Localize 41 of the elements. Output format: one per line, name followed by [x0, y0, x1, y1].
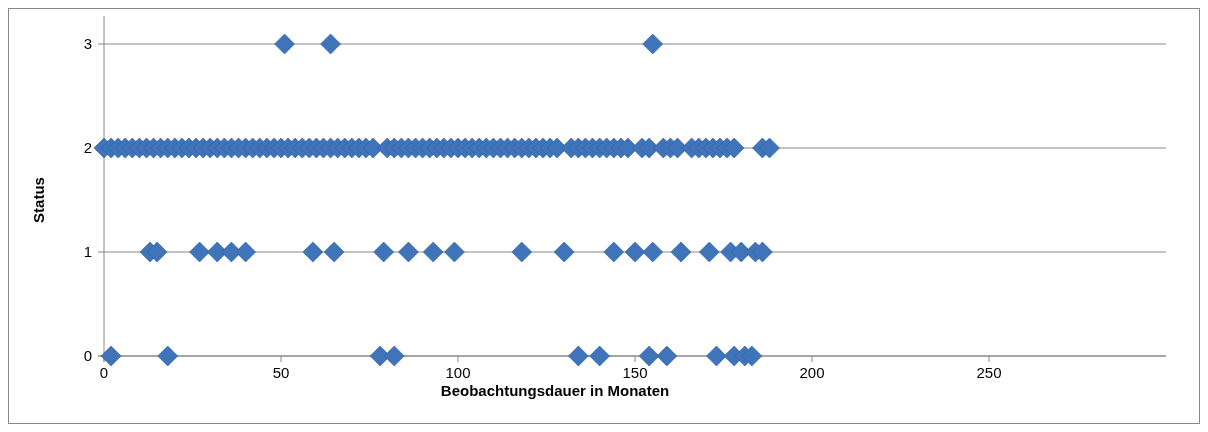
point: [553, 241, 575, 263]
y-tick-label: 3: [83, 35, 92, 53]
x-tick-label: 150: [622, 364, 648, 381]
point: [323, 241, 345, 263]
point: [398, 241, 419, 263]
y-tick-label: 2: [83, 139, 92, 157]
y-tick-label: 0: [83, 347, 92, 365]
point: [422, 241, 444, 263]
point: [699, 241, 720, 263]
x-tick-label: 200: [799, 364, 825, 381]
point: [642, 33, 663, 55]
x-tick-label: 50: [272, 364, 290, 381]
point: [741, 345, 763, 367]
point: [274, 33, 295, 55]
point: [320, 33, 341, 55]
point: [373, 241, 394, 263]
point: [189, 241, 210, 263]
point: [638, 345, 660, 367]
point: [302, 241, 324, 263]
point: [511, 241, 533, 263]
point: [100, 345, 122, 367]
point: [642, 241, 663, 263]
point: [444, 241, 465, 263]
point: [656, 345, 678, 367]
x-tick-label: 250: [976, 364, 1002, 381]
point: [752, 241, 773, 263]
y-tick-label: 1: [83, 243, 92, 261]
x-axis-title: Beobachtungsdauer in Monaten: [440, 382, 670, 399]
point: [603, 241, 625, 263]
point: [383, 345, 405, 367]
point: [706, 345, 727, 367]
x-tick-label: 0: [99, 364, 109, 381]
point: [235, 241, 256, 263]
x-tick-label: 100: [445, 364, 471, 381]
point: [157, 345, 179, 367]
point: [670, 241, 692, 263]
y-axis-title: Status: [30, 177, 47, 223]
point: [624, 241, 646, 263]
point: [146, 241, 168, 263]
point: [589, 345, 610, 367]
point: [568, 345, 589, 367]
